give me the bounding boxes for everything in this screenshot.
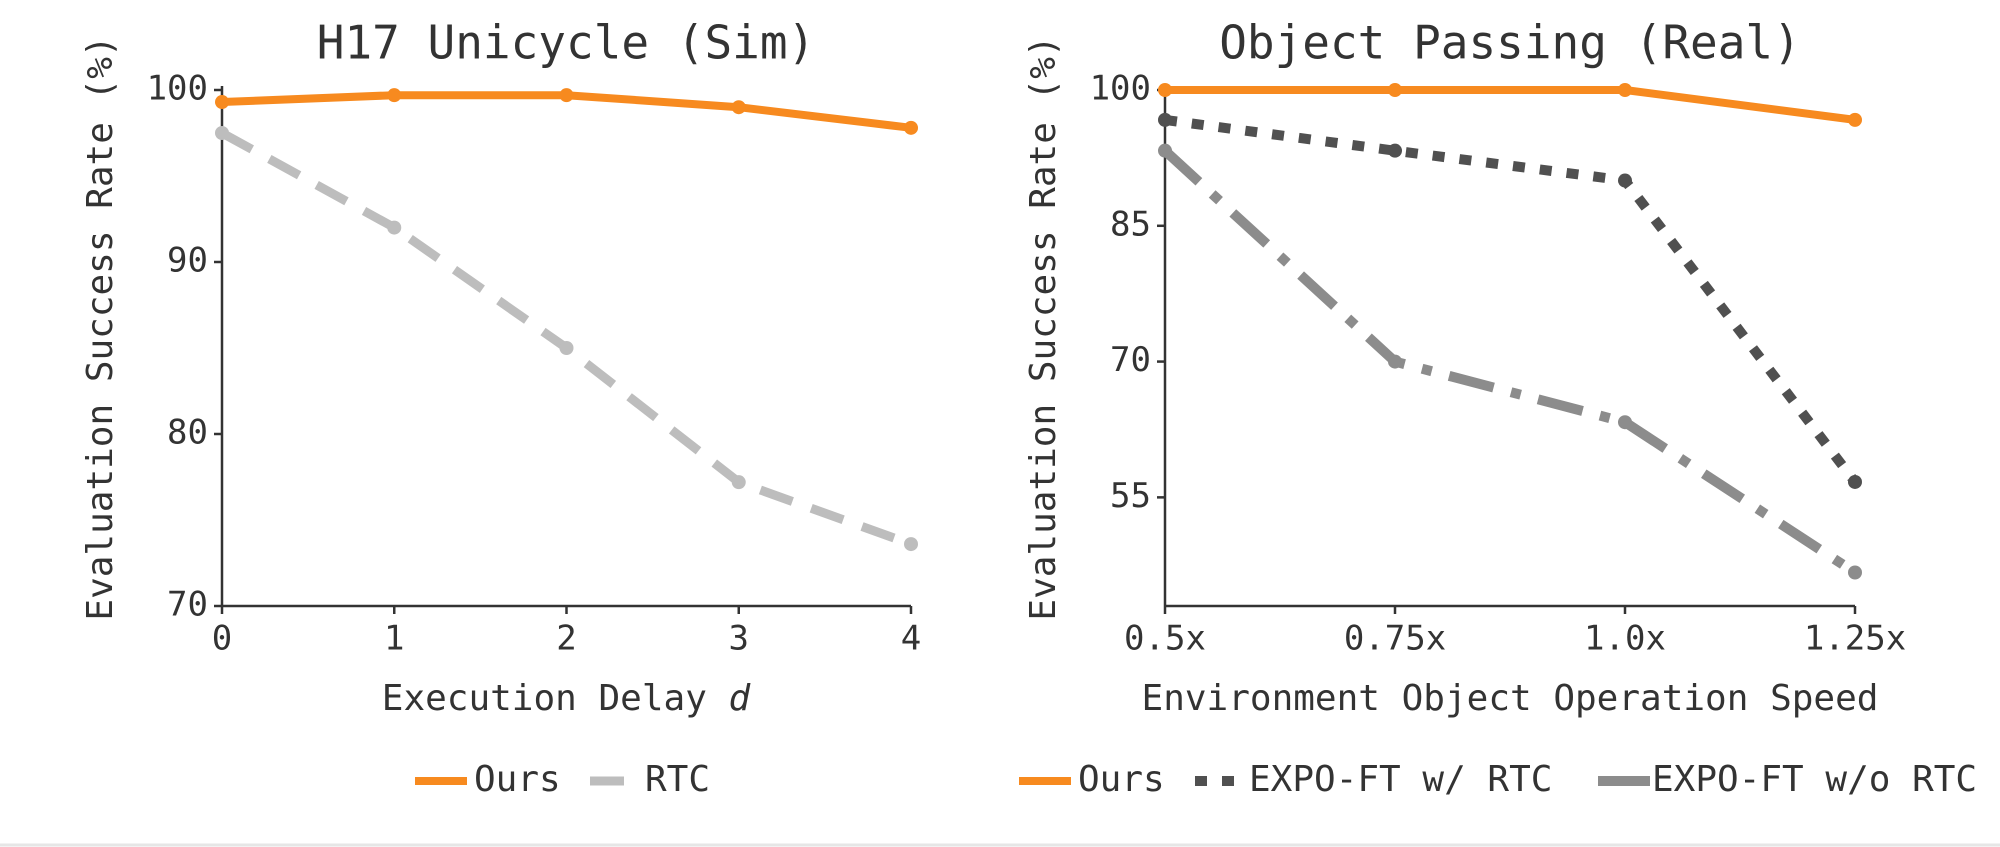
- data-point: [559, 341, 574, 355]
- data-point: [1618, 173, 1632, 188]
- y-tick-label: 55: [1110, 476, 1151, 516]
- y-axis-label: Evaluation Success Rate (%): [1023, 35, 1064, 620]
- data-point: [1618, 83, 1632, 97]
- legend-label: EXPO-FT w/ RTC: [1249, 759, 1552, 800]
- data-point: [1158, 112, 1172, 127]
- data-point: [215, 95, 229, 110]
- y-tick-label: 100: [1090, 69, 1151, 109]
- series-line-ours: [1165, 86, 1856, 124]
- legend-label: Ours: [474, 759, 561, 800]
- x-tick-label: 0: [212, 619, 232, 659]
- data-point: [1158, 83, 1172, 97]
- data-point: [731, 475, 746, 490]
- x-axis-label: Execution Delay d: [382, 678, 752, 719]
- data-point: [1388, 83, 1402, 97]
- series-line-expo-ft-w-o-rtc: [1161, 147, 1858, 577]
- legend-label: RTC: [645, 759, 710, 800]
- data-point: [731, 100, 746, 115]
- legend-label: EXPO-FT w/o RTC: [1652, 759, 1977, 800]
- data-point: [387, 220, 402, 235]
- data-point: [1848, 112, 1862, 127]
- y-tick-label: 70: [1110, 340, 1151, 380]
- y-tick-label: 85: [1110, 204, 1151, 244]
- chart-panel-1: H17 Unicycle (Sim) 70 80 90 100 0 1 2 3 4 Evaluati…: [80, 16, 921, 801]
- chart-title: H17 Unicycle (Sim): [317, 16, 816, 70]
- data-point: [559, 88, 574, 103]
- data-point: [1158, 143, 1172, 158]
- x-axis-label: Environment Object Operation Speed: [1142, 678, 1879, 719]
- x-tick-label: 4: [901, 619, 921, 659]
- x-tick-label: 1.0x: [1584, 619, 1666, 659]
- x-tick-label: 1.25x: [1804, 619, 1906, 659]
- y-tick-label: 80: [167, 413, 208, 453]
- x-tick-label: 2: [556, 619, 576, 659]
- data-point: [1388, 143, 1402, 158]
- series-line-rtc: [219, 129, 913, 549]
- x-axis-label-variable: d: [707, 678, 752, 719]
- data-point: [1848, 565, 1862, 580]
- legend-label: Ours: [1078, 759, 1165, 800]
- y-tick-label: 90: [167, 241, 208, 281]
- chart-title: Object Passing (Real): [1219, 16, 1801, 70]
- x-tick-label: 0.75x: [1344, 619, 1446, 659]
- y-tick-label: 70: [167, 585, 208, 625]
- x-tick-label: 3: [729, 619, 749, 659]
- chart-panel-2: Object Passing (Real) 55 70 85 100 0.5x 0.75x 1…: [1019, 16, 1977, 800]
- series-line-expo-ft-w-rtc: [1164, 114, 1859, 486]
- data-point: [904, 120, 918, 135]
- y-axis-label: Evaluation Success Rate (%): [80, 35, 121, 620]
- x-tick-label: 1: [384, 619, 404, 659]
- data-point: [1618, 415, 1632, 430]
- data-point: [387, 88, 402, 103]
- data-point: [1388, 354, 1402, 369]
- data-point: [1848, 474, 1862, 489]
- y-tick-label: 100: [147, 69, 208, 109]
- data-point: [904, 537, 918, 552]
- data-point: [215, 126, 229, 140]
- x-tick-label: 0.5x: [1124, 619, 1206, 659]
